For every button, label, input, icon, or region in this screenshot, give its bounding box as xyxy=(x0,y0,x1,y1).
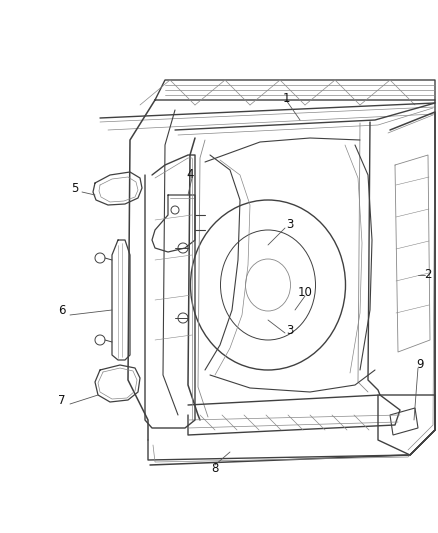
Text: 4: 4 xyxy=(186,168,194,182)
Text: 5: 5 xyxy=(71,182,79,195)
Text: 10: 10 xyxy=(297,286,312,298)
Text: 7: 7 xyxy=(58,393,66,407)
Text: 8: 8 xyxy=(211,462,219,474)
Text: 6: 6 xyxy=(58,303,66,317)
Polygon shape xyxy=(390,408,418,435)
Text: 3: 3 xyxy=(286,219,294,231)
Text: 3: 3 xyxy=(286,324,294,336)
Text: 9: 9 xyxy=(416,359,424,372)
Text: 1: 1 xyxy=(282,92,290,104)
Text: 2: 2 xyxy=(424,269,432,281)
